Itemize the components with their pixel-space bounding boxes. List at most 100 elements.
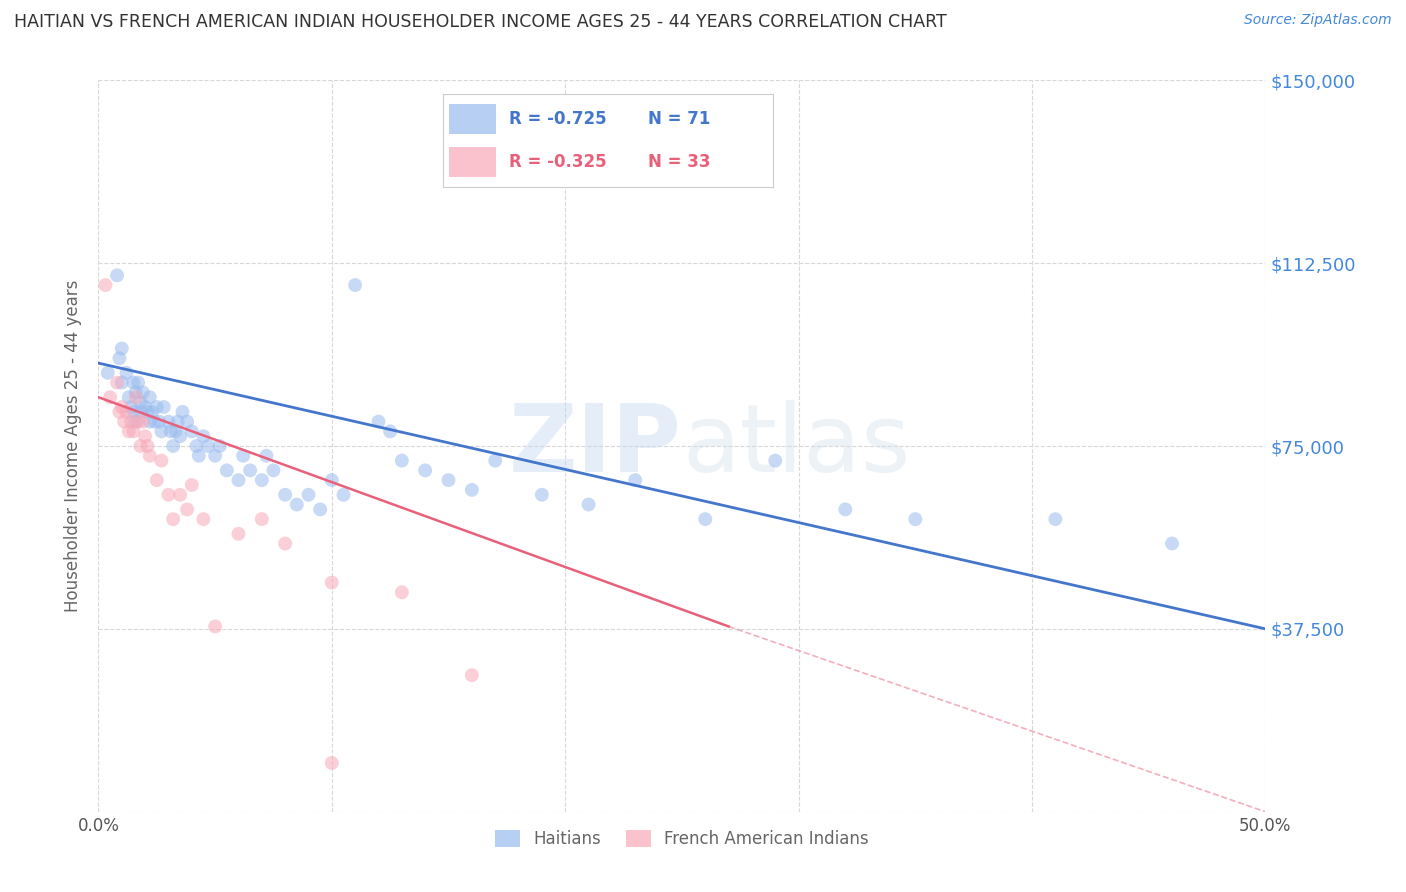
Point [125,415,148,429]
Point [624,473,647,487]
Y-axis label: Householder Income Ages 25 - 44 years: Householder Income Ages 25 - 44 years [65,280,83,612]
Point [367,415,389,429]
Point [484,453,506,467]
Point [122,425,145,439]
Point [115,405,138,419]
Point [193,512,215,526]
Point [98,390,121,404]
Point [321,473,343,487]
Legend: Haitians, French American Indians: Haitians, French American Indians [488,823,876,855]
Text: Source: ZipAtlas.com: Source: ZipAtlas.com [1244,13,1392,28]
Point [118,390,141,404]
Point [139,449,162,463]
Point [118,425,141,439]
Point [332,488,354,502]
Point [232,449,254,463]
Point [108,405,131,419]
Point [239,463,262,477]
Point [250,473,273,487]
Text: R = -0.725: R = -0.725 [509,110,606,128]
Point [162,512,184,526]
Text: atlas: atlas [682,400,910,492]
Point [152,400,174,414]
Point [122,405,145,419]
Point [578,498,600,512]
Point [197,439,219,453]
Point [127,376,149,390]
Point [134,429,156,443]
Point [256,449,278,463]
Text: N = 71: N = 71 [648,110,710,128]
Point [176,415,198,429]
Point [250,512,273,526]
FancyBboxPatch shape [450,104,496,134]
Point [186,439,208,453]
Point [309,502,332,516]
Point [380,425,402,439]
Point [437,473,460,487]
Point [127,415,149,429]
Point [461,668,484,682]
Point [112,415,135,429]
Point [105,268,128,283]
Point [166,415,188,429]
Point [208,439,231,453]
Point [274,488,297,502]
Point [159,425,181,439]
Point [834,502,856,516]
Point [141,405,163,419]
Point [108,351,131,366]
Point [132,415,155,429]
Point [1045,512,1067,526]
Point [228,526,250,541]
Point [148,415,170,429]
Point [204,619,226,633]
Point [125,390,148,404]
Point [150,425,173,439]
Point [111,400,134,414]
Point [344,278,367,293]
Point [193,429,215,443]
Point [105,376,128,390]
Point [169,429,191,443]
Point [146,400,169,414]
Point [120,400,142,414]
Point [461,483,484,497]
Text: HAITIAN VS FRENCH AMERICAN INDIAN HOUSEHOLDER INCOME AGES 25 - 44 YEARS CORRELAT: HAITIAN VS FRENCH AMERICAN INDIAN HOUSEH… [14,13,946,31]
Point [122,376,145,390]
Point [129,395,152,409]
Point [94,278,117,293]
Point [1161,536,1184,550]
Point [187,449,209,463]
Point [274,536,297,550]
Point [413,463,436,477]
Point [180,425,202,439]
Point [115,366,138,380]
Point [134,400,156,414]
Point [530,488,553,502]
Point [136,439,159,453]
Point [285,498,308,512]
Point [904,512,927,526]
Point [297,488,319,502]
Point [169,488,191,502]
Point [120,415,142,429]
Point [125,385,148,400]
Point [391,585,413,599]
Point [129,405,152,419]
Point [111,376,134,390]
Point [97,366,120,380]
Point [157,488,180,502]
Point [391,453,413,467]
Point [132,385,155,400]
Text: ZIP: ZIP [509,400,682,492]
Text: R = -0.325: R = -0.325 [509,153,606,171]
Point [321,575,343,590]
Point [139,390,162,404]
Point [143,415,166,429]
Point [262,463,284,477]
Point [146,473,169,487]
Point [139,415,162,429]
Text: N = 33: N = 33 [648,153,710,171]
Point [172,405,194,419]
